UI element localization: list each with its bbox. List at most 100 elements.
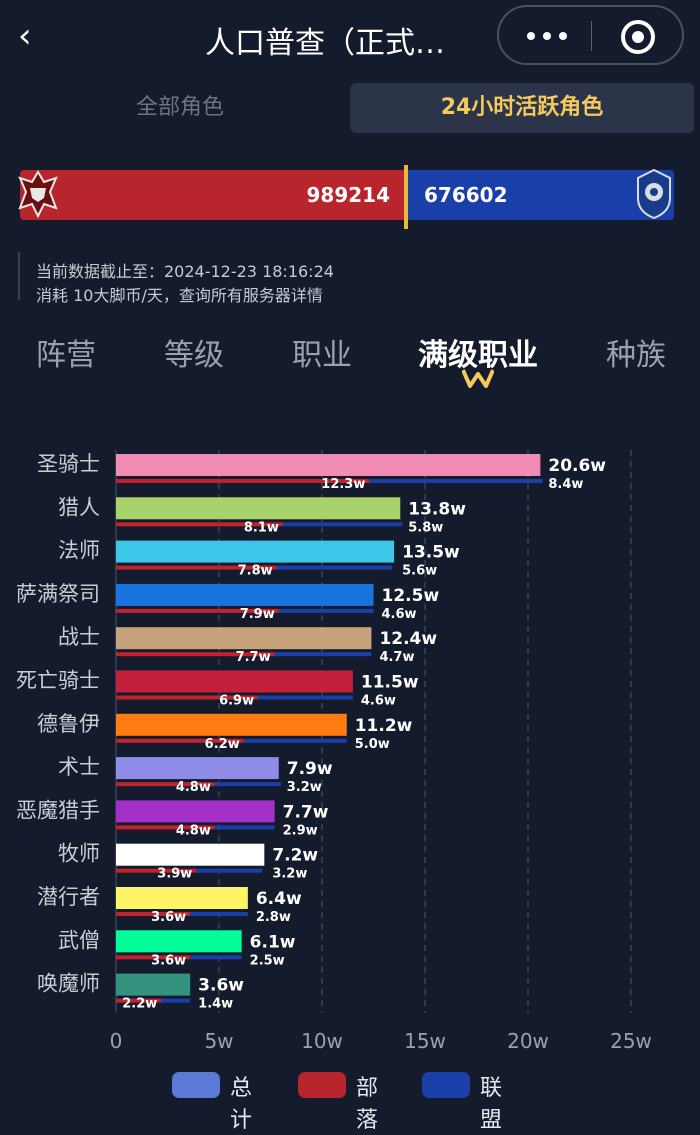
bar-total [116, 713, 347, 736]
horde-value-label: 12.3w [321, 477, 365, 492]
page-title: 人口普查（正式… [205, 26, 445, 61]
bar-alliance [196, 868, 263, 873]
horde-value-label: 3.9w [157, 867, 192, 882]
cost-notice[interactable]: 消耗 10大脚币/天，查询所有服务器详情 [36, 286, 323, 305]
total-value-label: 13.5w [402, 543, 460, 563]
close-target-icon[interactable] [621, 20, 655, 54]
mini-program-capsule [497, 5, 684, 65]
bar-alliance [369, 479, 543, 483]
bar-alliance [282, 522, 403, 527]
class-population-chart: 0 5w 10w 15w 20w 25w 圣骑士 20.6w 12.3w 8.4w 猎人 13.8w 8… [16, 450, 652, 1053]
x-tick-label: 25w [610, 1029, 652, 1053]
legend-horde-swatch [298, 1072, 346, 1098]
alliance-value-label: 1.4w [198, 997, 233, 1012]
tab-faction[interactable]: 阵营 [36, 338, 96, 373]
legend-total-label: 总计 [230, 1076, 253, 1133]
x-tick-label: 5w [204, 1029, 233, 1053]
horde-value-label: 7.7w [236, 650, 271, 665]
category-label: 法师 [58, 539, 100, 563]
horde-value-label: 6.9w [219, 694, 254, 709]
bar-horde [116, 782, 215, 787]
horde-value-label: 4.8w [176, 780, 211, 795]
legend-alliance-label: 联盟 [480, 1076, 503, 1133]
bar-horde [116, 955, 191, 960]
alliance-value-label: 8.4w [548, 477, 583, 492]
bar-total [116, 583, 374, 606]
bar-horde [116, 738, 244, 743]
bar-alliance [214, 825, 275, 830]
category-label: 唤魔师 [37, 972, 100, 996]
total-value-label: 6.1w [250, 932, 296, 952]
total-value-label: 12.5w [382, 586, 440, 606]
more-icon[interactable] [523, 15, 573, 55]
bar-total [116, 930, 242, 953]
alliance-value-label: 3.2w [272, 867, 307, 882]
horde-value-label: 4.8w [176, 823, 211, 838]
total-value-label: 7.2w [272, 846, 318, 866]
legend-total-swatch [172, 1072, 220, 1098]
alliance-value-label: 2.8w [256, 910, 291, 925]
alliance-bar: 676602 [408, 170, 674, 220]
bar-total [116, 497, 401, 520]
bar-total [116, 627, 372, 650]
bar-alliance [258, 695, 353, 700]
horde-value-label: 8.1w [244, 520, 279, 535]
faction-divider [404, 165, 408, 229]
total-value-label: 13.8w [408, 499, 466, 519]
bar-horde [116, 565, 277, 570]
bar-alliance [243, 738, 347, 743]
horde-value-label: 7.9w [240, 607, 275, 622]
bar-alliance [214, 782, 281, 787]
horde-value-label: 2.2w [122, 997, 157, 1012]
bar-alliance [276, 565, 393, 570]
total-value-label: 11.5w [361, 673, 419, 693]
back-arrow-icon[interactable]: ‹ [18, 16, 32, 56]
x-tick-label: 20w [507, 1029, 549, 1053]
data-timestamp: 当前数据截止至：2024-12-23 18:16:24 [36, 262, 334, 281]
top-bar: ‹ 人口普查（正式… [0, 0, 700, 75]
category-label: 死亡骑士 [16, 669, 100, 693]
bar-alliance [190, 912, 248, 916]
total-value-label: 6.4w [256, 889, 302, 909]
bar-total [116, 887, 248, 909]
bar-total [116, 454, 541, 476]
alliance-value-label: 5.0w [355, 737, 390, 752]
bar-alliance [161, 998, 191, 1003]
bar-horde [116, 912, 191, 916]
active-tab-indicator-icon [462, 369, 494, 388]
tab-race[interactable]: 种族 [606, 338, 666, 373]
horde-value-label: 7.8w [238, 564, 273, 579]
tab-class[interactable]: 职业 [292, 338, 352, 373]
bar-alliance [278, 608, 374, 613]
alliance-value-label: 4.6w [361, 694, 396, 709]
x-tick-label: 10w [301, 1029, 343, 1053]
category-label: 术士 [58, 755, 100, 779]
x-tick-label: 15w [404, 1029, 446, 1053]
tab-max-level-class[interactable]: 满级职业 [418, 338, 538, 373]
category-label: 猎人 [58, 495, 100, 519]
horde-bar: 989214 [20, 170, 406, 220]
category-label: 武僧 [58, 928, 100, 952]
alliance-value-label: 2.5w [250, 953, 285, 968]
bar-horde [116, 868, 197, 873]
horde-value-label: 6.2w [205, 737, 240, 752]
total-value-label: 7.7w [283, 802, 329, 822]
bar-total [116, 540, 395, 563]
horde-emblem-icon [18, 170, 58, 219]
horde-value-label: 3.6w [151, 953, 186, 968]
tab-level[interactable]: 等级 [164, 338, 224, 373]
alliance-value: 676602 [424, 183, 508, 207]
alliance-value-label: 4.7w [379, 650, 414, 665]
bar-total [116, 670, 353, 693]
alliance-value-label: 5.6w [402, 564, 437, 579]
category-label: 潜行者 [37, 885, 100, 909]
tab-24h-active[interactable]: 24小时活跃角色 [350, 83, 694, 133]
bar-total [116, 800, 275, 823]
total-value-label: 12.4w [379, 629, 437, 649]
tab-all-characters[interactable]: 全部角色 [135, 95, 224, 120]
bar-total [116, 757, 279, 780]
bar-total [116, 973, 191, 996]
bar-horde [116, 825, 215, 830]
faction-ratio-bar: 989214 676602 [18, 165, 674, 229]
horde-value-label: 3.6w [151, 910, 186, 925]
